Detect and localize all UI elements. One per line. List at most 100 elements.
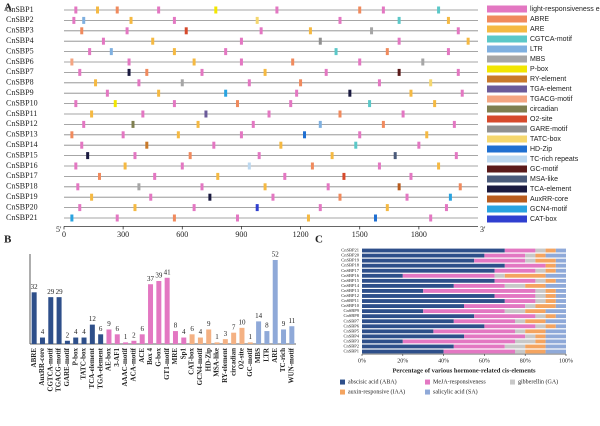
bar-segment <box>504 283 526 288</box>
value-label: 1 <box>215 333 219 341</box>
element-site <box>97 172 101 180</box>
value-label: 29 <box>47 288 55 296</box>
element-site <box>303 131 307 139</box>
element-site <box>180 79 184 87</box>
element-site <box>188 152 192 160</box>
element-site <box>263 68 267 76</box>
category-label: CnSBP7 <box>343 318 359 323</box>
bar-segment <box>402 339 515 344</box>
element-site <box>78 204 82 212</box>
legend-swatch <box>487 115 527 123</box>
category-label: TATC-box <box>80 348 88 380</box>
bar <box>81 337 87 344</box>
x-tick-label: 600 <box>176 230 188 239</box>
bar-segment <box>545 299 556 303</box>
bar-segment <box>362 253 485 258</box>
element-site <box>279 141 283 149</box>
bar <box>222 339 228 344</box>
element-site <box>257 152 261 160</box>
legend-label: TCA-element <box>530 186 571 193</box>
bar-segment <box>494 273 505 278</box>
element-site <box>373 214 377 222</box>
legend-swatch <box>425 379 430 385</box>
element-site <box>338 193 342 201</box>
bar-segment <box>504 344 526 349</box>
element-site <box>172 100 176 108</box>
element-site <box>454 152 458 160</box>
x-tick-label: 100% <box>559 358 573 364</box>
value-label: 7 <box>232 323 236 331</box>
element-site <box>74 100 78 108</box>
bar-segment <box>484 253 526 258</box>
element-site <box>291 58 295 66</box>
legend-label: GCN4-motif <box>530 206 567 213</box>
bar-segment <box>545 289 556 293</box>
bar <box>106 329 112 344</box>
bar-segment <box>535 253 546 258</box>
legend-label: MeJA-responsiveness <box>433 379 486 385</box>
bar <box>189 334 195 344</box>
legend-swatch <box>487 135 527 143</box>
element-site <box>255 204 259 212</box>
value-label: 8 <box>265 322 269 330</box>
element-site <box>334 48 338 56</box>
bar-segment <box>545 283 566 288</box>
category-label: MBS <box>254 348 262 363</box>
bar-segment <box>535 324 546 329</box>
element-site <box>192 58 196 66</box>
bar-segment <box>362 258 475 263</box>
element-site <box>76 183 80 191</box>
bar-segment <box>362 334 464 339</box>
bar-segment <box>545 339 566 344</box>
bar-segment <box>484 324 536 329</box>
element-site <box>172 214 176 222</box>
element-site <box>446 16 450 24</box>
bar-segment <box>504 263 546 268</box>
category-label: GCN4-motif <box>196 347 204 385</box>
bar-segment <box>515 349 526 354</box>
element-site <box>239 37 243 45</box>
category-label: TGA-element <box>96 347 104 388</box>
legend-swatch <box>487 195 527 203</box>
value-label: 1 <box>249 333 253 341</box>
element-site <box>433 100 437 108</box>
bar-segment <box>545 319 566 324</box>
legend-swatch <box>487 95 527 103</box>
bar <box>39 337 45 344</box>
bar-segment <box>423 289 536 293</box>
gene-label: CnSBP16 <box>6 161 38 170</box>
legend-swatch <box>487 165 527 173</box>
x-tick-label: 80% <box>520 358 531 364</box>
legend-swatch <box>340 389 345 395</box>
element-site <box>115 214 119 222</box>
element-site <box>78 68 82 76</box>
category-label: HD-Zip <box>204 348 212 371</box>
element-site <box>393 152 397 160</box>
gene-label: CnSBP19 <box>6 192 38 201</box>
value-label: 6 <box>190 325 194 333</box>
legend-label: CAT-box <box>530 216 557 223</box>
x-tick-label: 0 <box>62 230 66 239</box>
category-label: TC-rich <box>279 348 287 372</box>
bar-segment <box>362 344 454 349</box>
bar-segment <box>504 299 536 303</box>
element-site <box>358 6 362 14</box>
bar-segment <box>453 283 505 288</box>
legend-swatch <box>487 105 527 113</box>
category-label: Box 4 <box>146 348 154 365</box>
value-label: 32 <box>31 283 39 291</box>
bar <box>131 340 137 344</box>
bar-segment <box>555 299 566 303</box>
gene-label: CnSBP21 <box>6 213 38 222</box>
legend-swatch <box>487 125 527 133</box>
element-site <box>377 162 381 170</box>
element-site <box>358 131 362 139</box>
x-tick-label: 300 <box>117 230 129 239</box>
element-site <box>176 131 180 139</box>
category-label: GC-motif <box>246 347 254 376</box>
element-site <box>82 120 86 128</box>
bar-segment <box>535 314 546 319</box>
bar <box>156 281 162 344</box>
category-label: CnSBP20 <box>341 253 360 258</box>
